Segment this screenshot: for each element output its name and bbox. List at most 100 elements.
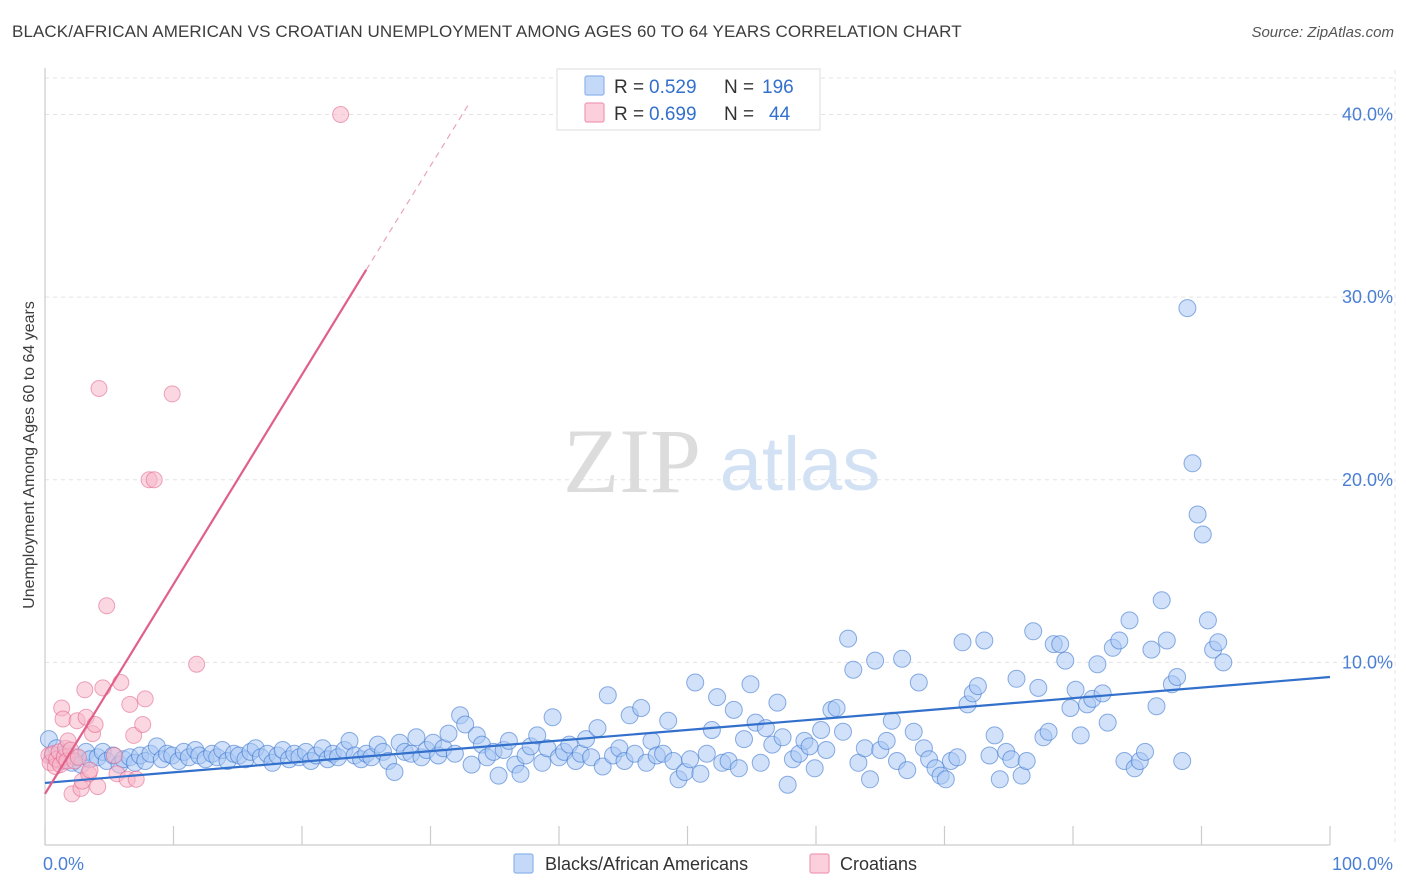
data-point [898,761,917,780]
data-point [697,744,716,763]
data-point [681,750,700,769]
data-point [1209,633,1228,652]
data-point [1120,611,1139,630]
data-point [105,747,123,764]
data-point [1056,651,1075,670]
x-tick-label: 0.0% [43,854,84,874]
legend-swatch-blue [513,853,534,874]
data-point [121,695,139,713]
data-point [1088,655,1107,674]
data-point [90,380,108,397]
data-point [1136,742,1154,761]
data-point [1051,635,1070,654]
data-point [1029,678,1048,697]
data-point [805,759,824,778]
data-point [163,385,181,403]
y-tick-labels: 10.0% 20.0% 30.0% 40.0% [1342,105,1393,673]
y-axis-label: Unemployment Among Ages 60 to 64 years [21,301,38,609]
stats-r-label: R = [614,104,644,125]
data-point [188,655,206,673]
watermark: ZIP atlas [563,410,880,512]
data-point [893,649,912,668]
data-point [1039,722,1058,741]
data-point [686,673,705,692]
data-point [909,673,928,692]
stats-r-value: 0.699 [649,104,697,125]
data-point [632,699,651,717]
data-point [1071,726,1090,745]
series-croatians-points [40,106,350,803]
data-point [724,700,743,719]
data-point [936,770,955,789]
data-point [125,726,143,744]
data-point [598,686,617,705]
stats-box: R = 0.529 N = 196 R = 0.699 N = 44 [556,68,821,131]
data-point [511,764,530,783]
data-point [407,728,426,747]
data-point [54,710,72,728]
data-point [866,651,885,670]
data-point [127,770,145,788]
data-point [489,766,508,785]
data-point [456,715,475,734]
data-point [462,755,481,774]
data-point [659,711,678,730]
watermark-zip: ZIP [563,410,701,512]
data-point [499,731,518,750]
y-tick-label: 20.0% [1342,470,1393,490]
data-point [778,775,797,794]
data-point [86,716,104,733]
data-point [69,748,87,766]
data-point [1193,525,1212,544]
data-point [735,730,753,749]
x-tick-label: 100.0% [1332,854,1393,874]
data-point [953,633,972,652]
legend: Blacks/African Americans Croatians [513,853,917,874]
data-point [827,699,846,717]
data-point [332,106,350,123]
series-blacks-points [39,299,1233,794]
data-point [877,731,896,750]
data-point [112,674,130,691]
data-point [89,778,107,796]
data-point [741,675,760,694]
stats-swatch-pink [584,102,605,123]
data-point [1198,611,1217,630]
data-point [839,629,858,648]
y-tick-label: 40.0% [1342,105,1393,125]
data-point [985,726,1004,745]
trend-line-blacks [44,675,1331,785]
data-point [76,681,94,699]
data-point [855,739,874,758]
data-point [834,722,852,741]
data-point [439,724,458,743]
stats-n-value: 44 [769,104,791,125]
legend-label-croatians: Croatians [840,854,917,874]
chart-title: BLACK/AFRICAN AMERICAN VS CROATIAN UNEMP… [12,22,962,41]
data-point [975,631,994,650]
stats-swatch-blue [584,75,605,96]
data-point [1183,454,1202,473]
data-point [948,748,967,767]
y-tick-label: 30.0% [1342,287,1393,307]
watermark-atlas: atlas [720,422,881,507]
data-point [817,741,836,759]
data-point [543,708,562,727]
stats-n-label: N = [724,77,754,98]
data-point [1007,669,1026,688]
data-point [145,471,163,489]
stats-n-value: 196 [762,77,794,98]
data-point [980,746,999,765]
data-point [385,763,404,781]
data-point [1188,505,1207,524]
data-point [691,764,710,783]
data-point [729,759,748,778]
data-point [882,711,901,730]
x-tick-labels: 0.0% 100.0% [43,854,1393,874]
data-point [1110,631,1129,650]
axes [44,68,1331,846]
data-point [94,679,112,697]
data-point [861,770,879,789]
data-point [98,597,116,615]
